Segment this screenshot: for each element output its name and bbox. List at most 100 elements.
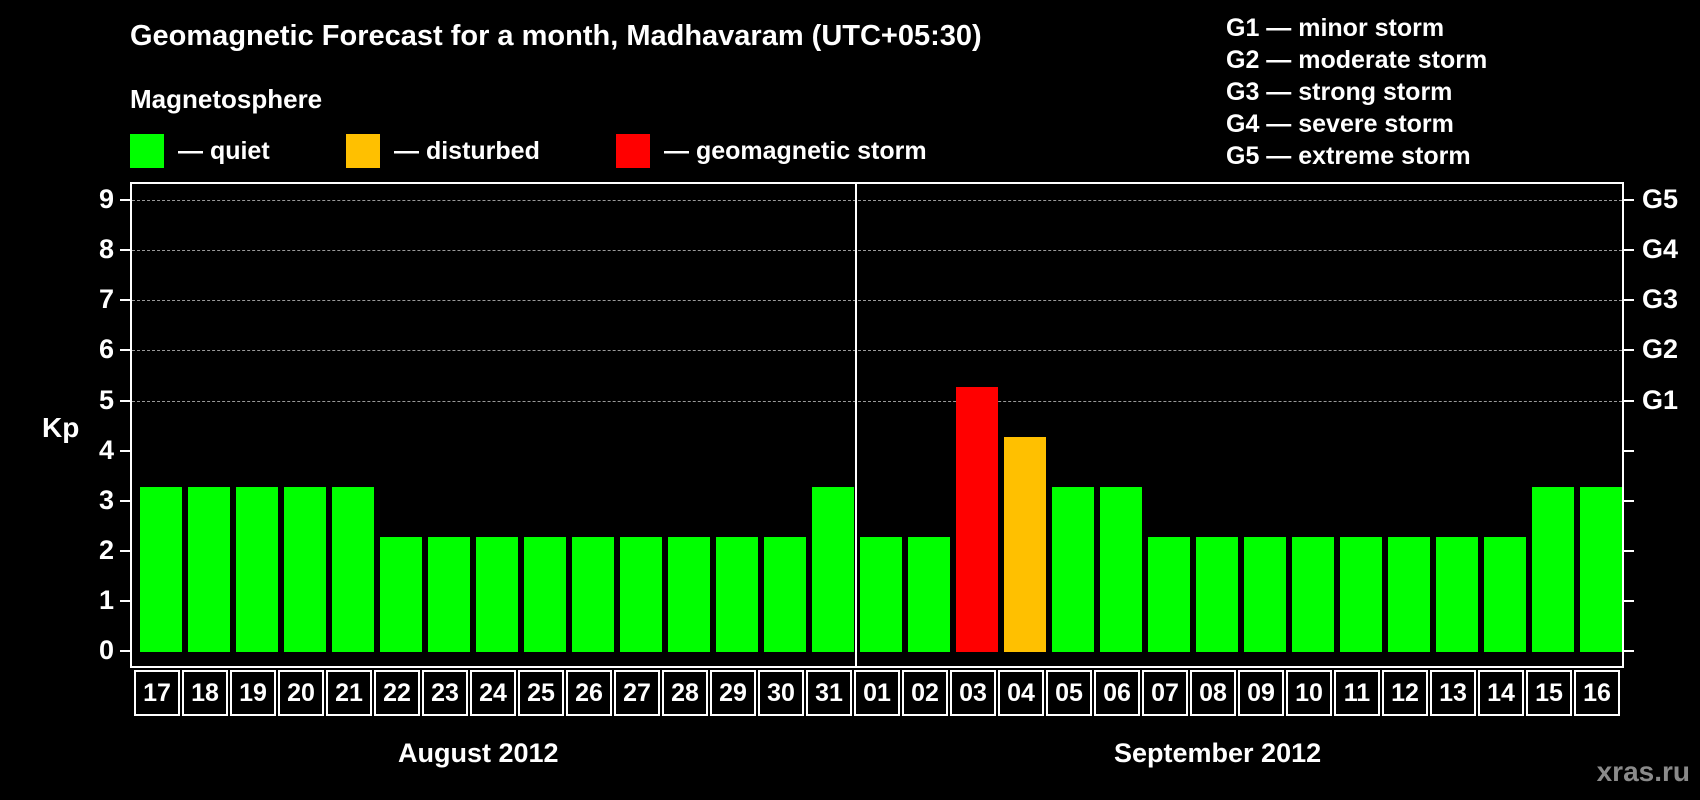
day-label: 13 — [1430, 670, 1476, 716]
legend-label: — quiet — [178, 136, 270, 165]
month-label-august: August 2012 — [398, 738, 559, 768]
day-label: 02 — [902, 670, 948, 716]
y-tick-label: 1 — [98, 584, 114, 615]
bar-08 — [1196, 536, 1238, 652]
y-tick-right — [1624, 299, 1634, 302]
day-label: 26 — [566, 670, 612, 716]
y-tick — [120, 249, 130, 252]
y-tick — [120, 499, 130, 502]
y-tick-label: 4 — [98, 434, 114, 465]
disturbed-swatch-icon — [346, 134, 380, 168]
y-tick-label: 0 — [98, 635, 114, 665]
y-tick-right — [1624, 249, 1634, 252]
g-scale-label: G1 — [1642, 384, 1679, 415]
day-label: 05 — [1046, 670, 1092, 716]
gridline — [132, 250, 1622, 252]
bar-24 — [476, 536, 518, 652]
y-tick-label: 2 — [98, 534, 114, 565]
day-label: 30 — [758, 670, 804, 716]
g-scale-legend: G1 — minor storm G2 — moderate storm G3 … — [1226, 12, 1487, 172]
bar-14 — [1484, 536, 1526, 652]
day-label: 10 — [1286, 670, 1332, 716]
day-label: 25 — [518, 670, 564, 716]
plot-area — [130, 182, 1624, 668]
day-axis: 17 18 19 20 21 22 23 24 25 26 27 28 29 30 31 01 02 03 04 05… — [134, 670, 1622, 716]
day-label: 22 — [374, 670, 420, 716]
bar-31 — [812, 486, 854, 652]
legend-quiet: — quiet — [130, 134, 270, 168]
day-label: 18 — [182, 670, 228, 716]
bar-10 — [1292, 536, 1334, 652]
gridline — [132, 200, 1622, 202]
day-label: 01 — [854, 670, 900, 716]
y-tick — [120, 399, 130, 402]
bar-20 — [284, 486, 326, 652]
g2-legend: G2 — moderate storm — [1226, 46, 1488, 74]
bar-17 — [140, 486, 182, 652]
day-label: 24 — [470, 670, 516, 716]
g3-legend: G3 — strong storm — [1226, 78, 1453, 106]
y-tick — [120, 599, 130, 602]
bar-27 — [620, 536, 662, 652]
gridline — [132, 400, 1622, 402]
y-tick — [120, 449, 130, 452]
y-tick-right — [1624, 650, 1634, 652]
g-scale-label: G5 — [1642, 184, 1679, 215]
day-label: 11 — [1334, 670, 1380, 716]
day-label: 06 — [1094, 670, 1140, 716]
y-tick-label: 9 — [98, 184, 114, 215]
bar-02 — [908, 536, 950, 652]
bar-07 — [1148, 536, 1190, 652]
bar-03 — [956, 386, 998, 652]
day-label: 23 — [422, 670, 468, 716]
bar-06 — [1100, 486, 1142, 652]
gridline — [132, 300, 1622, 302]
bar-12 — [1388, 536, 1430, 652]
y-tick-label: 6 — [98, 334, 114, 365]
day-label: 12 — [1382, 670, 1428, 716]
y-tick-right — [1624, 599, 1634, 602]
y-tick-right — [1624, 449, 1634, 452]
day-label: 15 — [1526, 670, 1572, 716]
day-label: 08 — [1190, 670, 1236, 716]
y-tick-label: 8 — [98, 234, 114, 265]
day-label: 14 — [1478, 670, 1524, 716]
bar-30 — [764, 536, 806, 652]
month-divider — [855, 184, 857, 666]
y-tick-right — [1624, 199, 1634, 202]
day-label: 17 — [134, 670, 180, 716]
legend-title: Magnetosphere — [130, 84, 323, 114]
g4-legend: G4 — severe storm — [1226, 110, 1454, 138]
day-label: 04 — [998, 670, 1044, 716]
y-tick — [120, 549, 130, 552]
day-label: 19 — [230, 670, 276, 716]
y-tick-right — [1624, 499, 1634, 502]
y-tick-right — [1624, 349, 1634, 352]
legend-disturbed: — disturbed — [346, 134, 540, 168]
y-tick — [120, 299, 130, 302]
day-label: 31 — [806, 670, 852, 716]
bar-26 — [572, 536, 614, 652]
day-label: 09 — [1238, 670, 1284, 716]
g-scale-label: G2 — [1642, 334, 1679, 365]
g1-legend: G1 — minor storm — [1226, 14, 1445, 42]
day-label: 28 — [662, 670, 708, 716]
y-tick — [120, 650, 130, 652]
bar-11 — [1340, 536, 1382, 652]
bar-13 — [1436, 536, 1478, 652]
day-label: 21 — [326, 670, 372, 716]
g-scale-label: G4 — [1642, 234, 1679, 265]
legend-label: — geomagnetic storm — [664, 136, 927, 165]
month-label-september: September 2012 — [1114, 738, 1322, 768]
day-label: 27 — [614, 670, 660, 716]
bar-18 — [188, 486, 230, 652]
bar-22 — [380, 536, 422, 652]
bar-23 — [428, 536, 470, 652]
gridline — [132, 350, 1622, 352]
watermark: xras.ru — [1596, 756, 1690, 787]
y-tick-label: 5 — [98, 384, 114, 415]
legend-label: — disturbed — [394, 136, 540, 165]
g5-legend: G5 — extreme storm — [1226, 142, 1471, 170]
bar-01 — [860, 536, 902, 652]
y-tick-label: 3 — [98, 484, 114, 515]
